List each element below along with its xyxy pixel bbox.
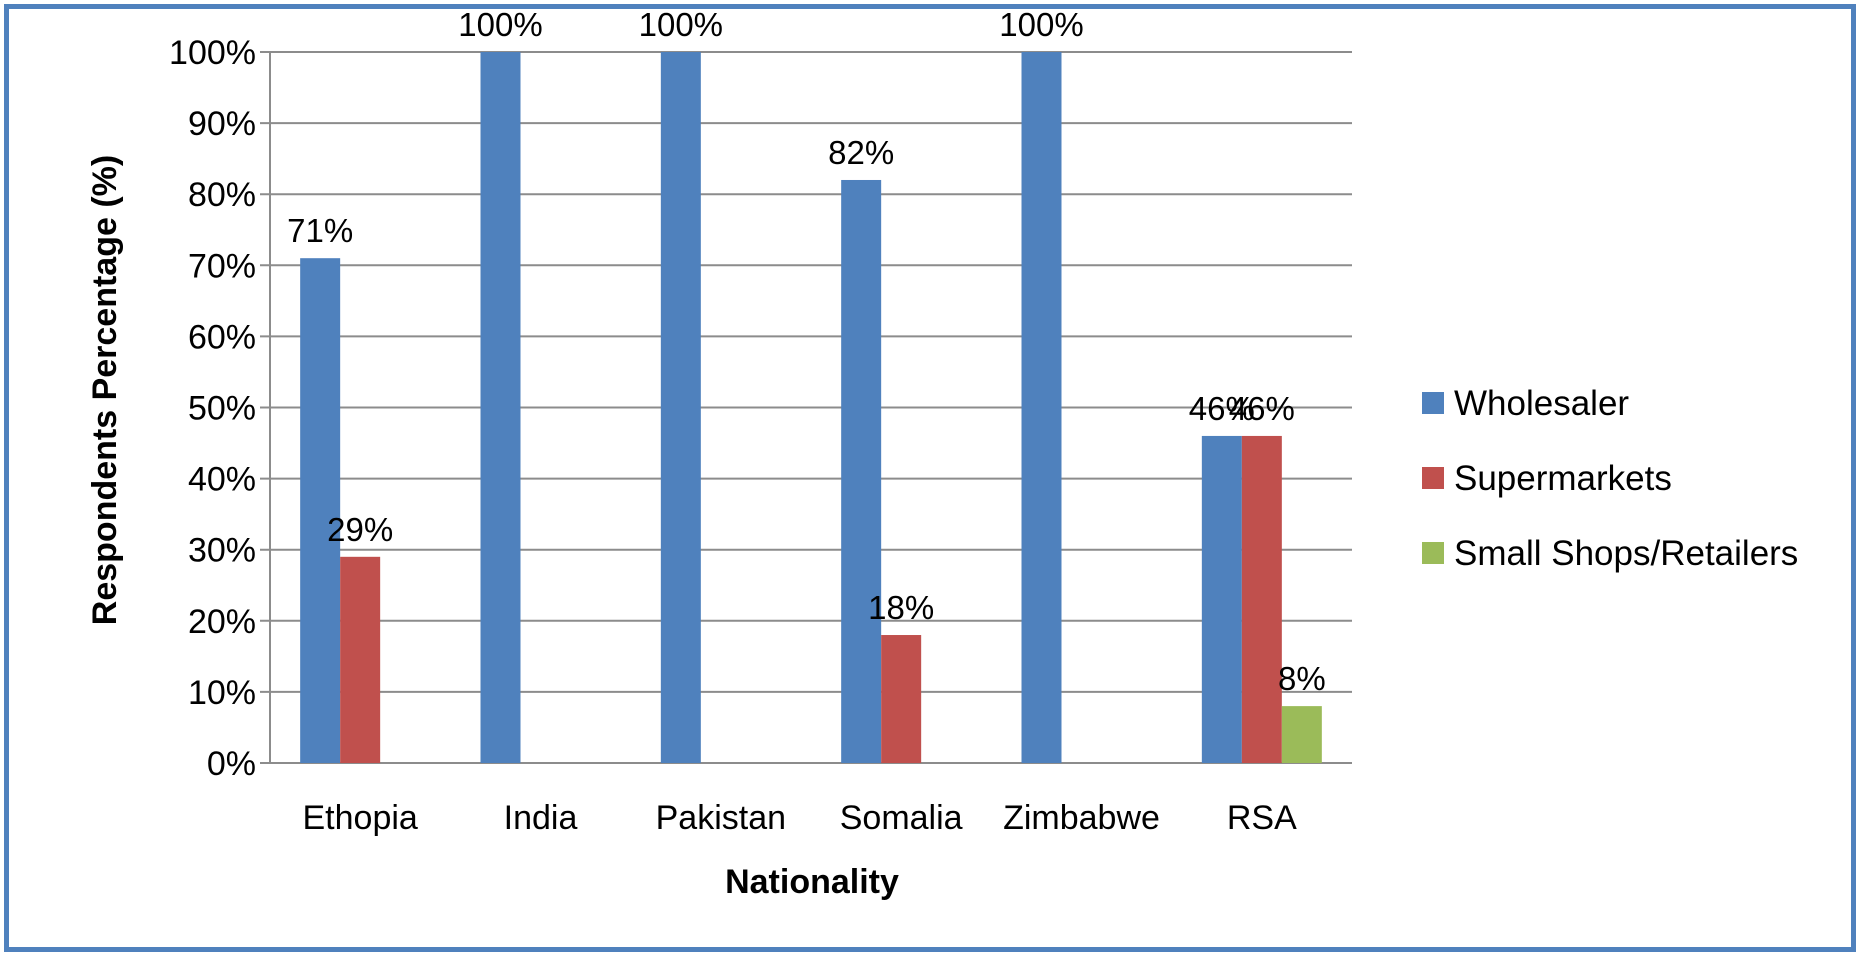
data-label: 18% xyxy=(868,589,934,626)
data-label: 100% xyxy=(639,6,723,43)
data-label: 100% xyxy=(999,6,1083,43)
bar xyxy=(660,52,701,763)
bar xyxy=(480,52,521,763)
bar xyxy=(1241,435,1282,763)
y-axis-title: Respondents Percentage (%) xyxy=(86,155,124,625)
data-label: 46% xyxy=(1189,390,1255,427)
y-tick-label: 0% xyxy=(207,745,256,783)
x-tick-label: India xyxy=(504,799,578,837)
x-tick-label: Pakistan xyxy=(656,799,786,837)
y-tick-label: 80% xyxy=(188,176,256,214)
y-tick-label: 20% xyxy=(188,603,256,641)
y-tick-labels: 0% 10% 20% 30% 40% 50% 60% 70% 80% 90% 100% xyxy=(169,34,256,783)
legend-swatch xyxy=(1422,542,1444,564)
bar xyxy=(340,556,381,763)
data-label: 29% xyxy=(327,511,393,548)
legend-swatch xyxy=(1422,392,1444,414)
data-label: 46% xyxy=(1229,390,1295,427)
x-tick-labels: Ethopia India Pakistan Somalia Zimbabwe RSA xyxy=(303,799,1298,837)
y-tick-label: 50% xyxy=(188,390,256,428)
bar xyxy=(1281,706,1322,763)
data-label: 100% xyxy=(458,6,542,43)
legend: Wholesaler Supermarkets Small Shops/Retail… xyxy=(1422,384,1798,573)
legend-label: Small Shops/Retailers xyxy=(1454,534,1798,573)
x-tick-label: Somalia xyxy=(840,799,963,837)
bar xyxy=(881,635,922,763)
bars xyxy=(300,52,1322,764)
y-tick-label: 40% xyxy=(188,461,256,499)
y-tick-label: 10% xyxy=(188,674,256,712)
legend-swatch xyxy=(1422,467,1444,489)
x-tick-label: RSA xyxy=(1227,799,1297,837)
data-label: 71% xyxy=(287,212,353,249)
y-tick-label: 60% xyxy=(188,318,256,356)
bar xyxy=(1021,52,1062,763)
bar xyxy=(841,179,882,764)
data-label: 82% xyxy=(828,134,894,171)
x-tick-label: Ethopia xyxy=(303,799,418,837)
bar xyxy=(300,258,341,763)
data-label: 8% xyxy=(1278,660,1326,697)
data-labels: 71% 29% 100% 100% 82% 18% 100% 46%46% 8% xyxy=(287,6,1326,697)
x-axis-title: Nationality xyxy=(725,863,899,901)
legend-label: Wholesaler xyxy=(1454,384,1629,423)
legend-label: Supermarkets xyxy=(1454,459,1672,498)
y-tick-label: 90% xyxy=(188,105,256,143)
y-tick-label: 100% xyxy=(169,34,256,72)
y-tick-label: 70% xyxy=(188,247,256,285)
bar xyxy=(1201,435,1242,763)
x-tick-label: Zimbabwe xyxy=(1003,799,1160,837)
y-tick-label: 30% xyxy=(188,532,256,570)
gridlines xyxy=(260,51,1352,764)
